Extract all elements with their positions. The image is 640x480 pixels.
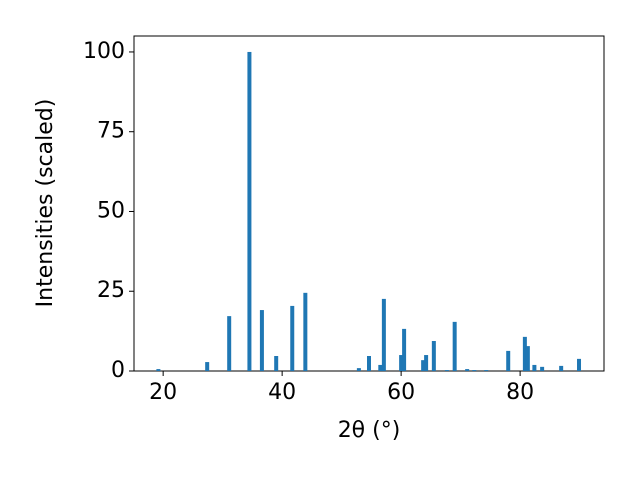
bar [431,341,436,371]
y-tick-label: 100 [83,39,125,64]
bar [156,369,161,371]
bar [303,292,308,371]
bar [424,355,429,371]
bar [247,51,252,371]
bar [559,365,564,371]
y-tick-label: 0 [111,358,125,383]
bar [421,360,426,371]
bar [522,336,527,371]
y-tick-label: 75 [97,119,125,144]
bar [290,305,295,371]
bar [205,362,210,371]
bar [506,350,511,371]
y-tick-label: 50 [97,198,125,223]
bar [274,356,279,371]
bar [402,328,407,371]
bar [484,370,489,371]
bar [381,298,386,371]
bar [444,370,449,371]
bar [399,355,404,371]
bar [472,370,477,371]
bar [532,364,537,371]
bar [367,356,371,371]
y-tick-label: 25 [97,278,125,303]
bar [540,366,545,371]
y-axis-label: Intensities (scaled) [33,99,58,308]
bar [577,358,582,371]
x-tick-label: 80 [506,380,534,405]
bar [452,321,457,371]
bar [227,316,232,371]
bar [465,369,470,371]
bar [525,346,530,371]
bar [378,364,383,371]
x-tick-label: 40 [268,380,296,405]
x-tick-label: 60 [387,380,415,405]
bar [259,310,264,371]
x-axis-label: 2θ (°) [338,418,401,443]
plot-frame [133,35,605,372]
x-tick-label: 20 [149,380,177,405]
bar [356,368,361,371]
